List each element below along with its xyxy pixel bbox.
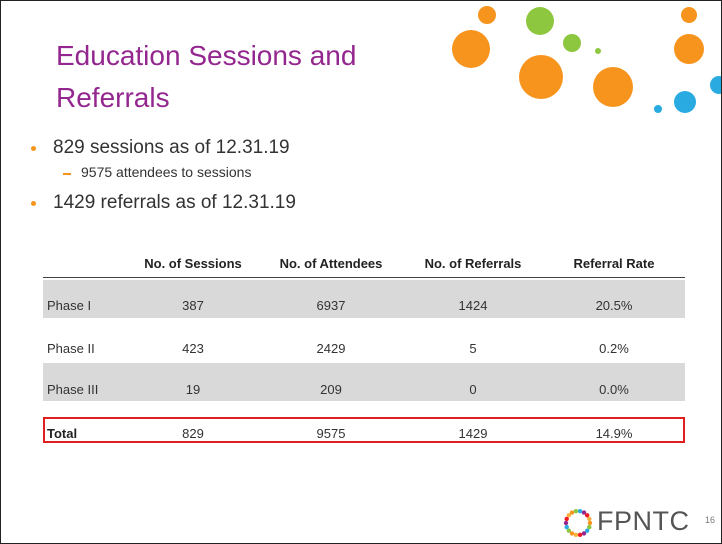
bullet-dot — [31, 146, 36, 151]
logo-dot — [569, 510, 575, 515]
logo-dot — [569, 531, 575, 536]
sub-bullet-text: 9575 attendees to sessions — [81, 164, 252, 180]
logo-dot — [584, 528, 590, 533]
logo-dot — [563, 520, 569, 526]
total-highlight — [43, 417, 685, 443]
logo-icon — [563, 508, 593, 538]
table-cell: 19 — [185, 382, 201, 397]
table-cell: 0 — [469, 382, 477, 397]
logo-dot — [577, 508, 583, 514]
table-cell: 1424 — [458, 298, 488, 313]
logo-dot — [587, 520, 593, 526]
table-cell: 829 — [182, 426, 204, 441]
row-label: Phase III — [47, 382, 99, 397]
table-cell: 20.5% — [595, 298, 633, 313]
row-label: Phase I — [47, 298, 92, 313]
header-rule — [43, 277, 685, 278]
bullet-dot — [31, 201, 36, 206]
logo-text: FPNTC — [597, 506, 690, 536]
table-cell: 6937 — [316, 298, 346, 313]
logo-dot — [573, 508, 579, 514]
table-cell: 423 — [182, 341, 204, 356]
logo-dot — [564, 516, 569, 522]
column-header: No. of Sessions — [144, 256, 242, 271]
table-cell: 209 — [320, 382, 342, 397]
table-cell: 0.0% — [599, 382, 629, 397]
table-cell: 5 — [469, 341, 477, 356]
column-header: No. of Attendees — [279, 256, 383, 271]
table-cell: 14.9% — [595, 426, 633, 441]
row-label: Phase II — [47, 341, 95, 356]
slide-title: Education Sessions and Referrals — [56, 40, 357, 113]
logo-dot — [564, 524, 569, 530]
logo-dot — [577, 532, 583, 538]
row-label: Total — [47, 426, 78, 441]
logo-dot — [587, 516, 592, 522]
decor-circles — [452, 6, 721, 113]
row-band — [43, 363, 685, 401]
sub-dash — [63, 173, 71, 175]
column-header: No. of Referrals — [424, 256, 522, 271]
table-cell: 2429 — [316, 341, 346, 356]
logo-dot — [566, 513, 572, 518]
logo-dot — [584, 513, 590, 518]
row-band — [43, 280, 685, 318]
logo-dot — [566, 528, 572, 533]
table-cell: 1429 — [458, 426, 488, 441]
bullet-text: 829 sessions as of 12.31.19 — [53, 137, 290, 158]
table-cell: 9575 — [316, 426, 346, 441]
logo-dot — [581, 510, 587, 515]
table-cell: 0.2% — [599, 341, 629, 356]
logo-dot — [581, 531, 587, 536]
column-header: Referral Rate — [573, 256, 655, 271]
bullet-text: 1429 referrals as of 12.31.19 — [53, 192, 296, 213]
logo-dot — [587, 524, 592, 530]
page-number: 16 — [705, 515, 716, 525]
logo-dot — [573, 532, 579, 538]
table-cell: 387 — [182, 298, 204, 313]
